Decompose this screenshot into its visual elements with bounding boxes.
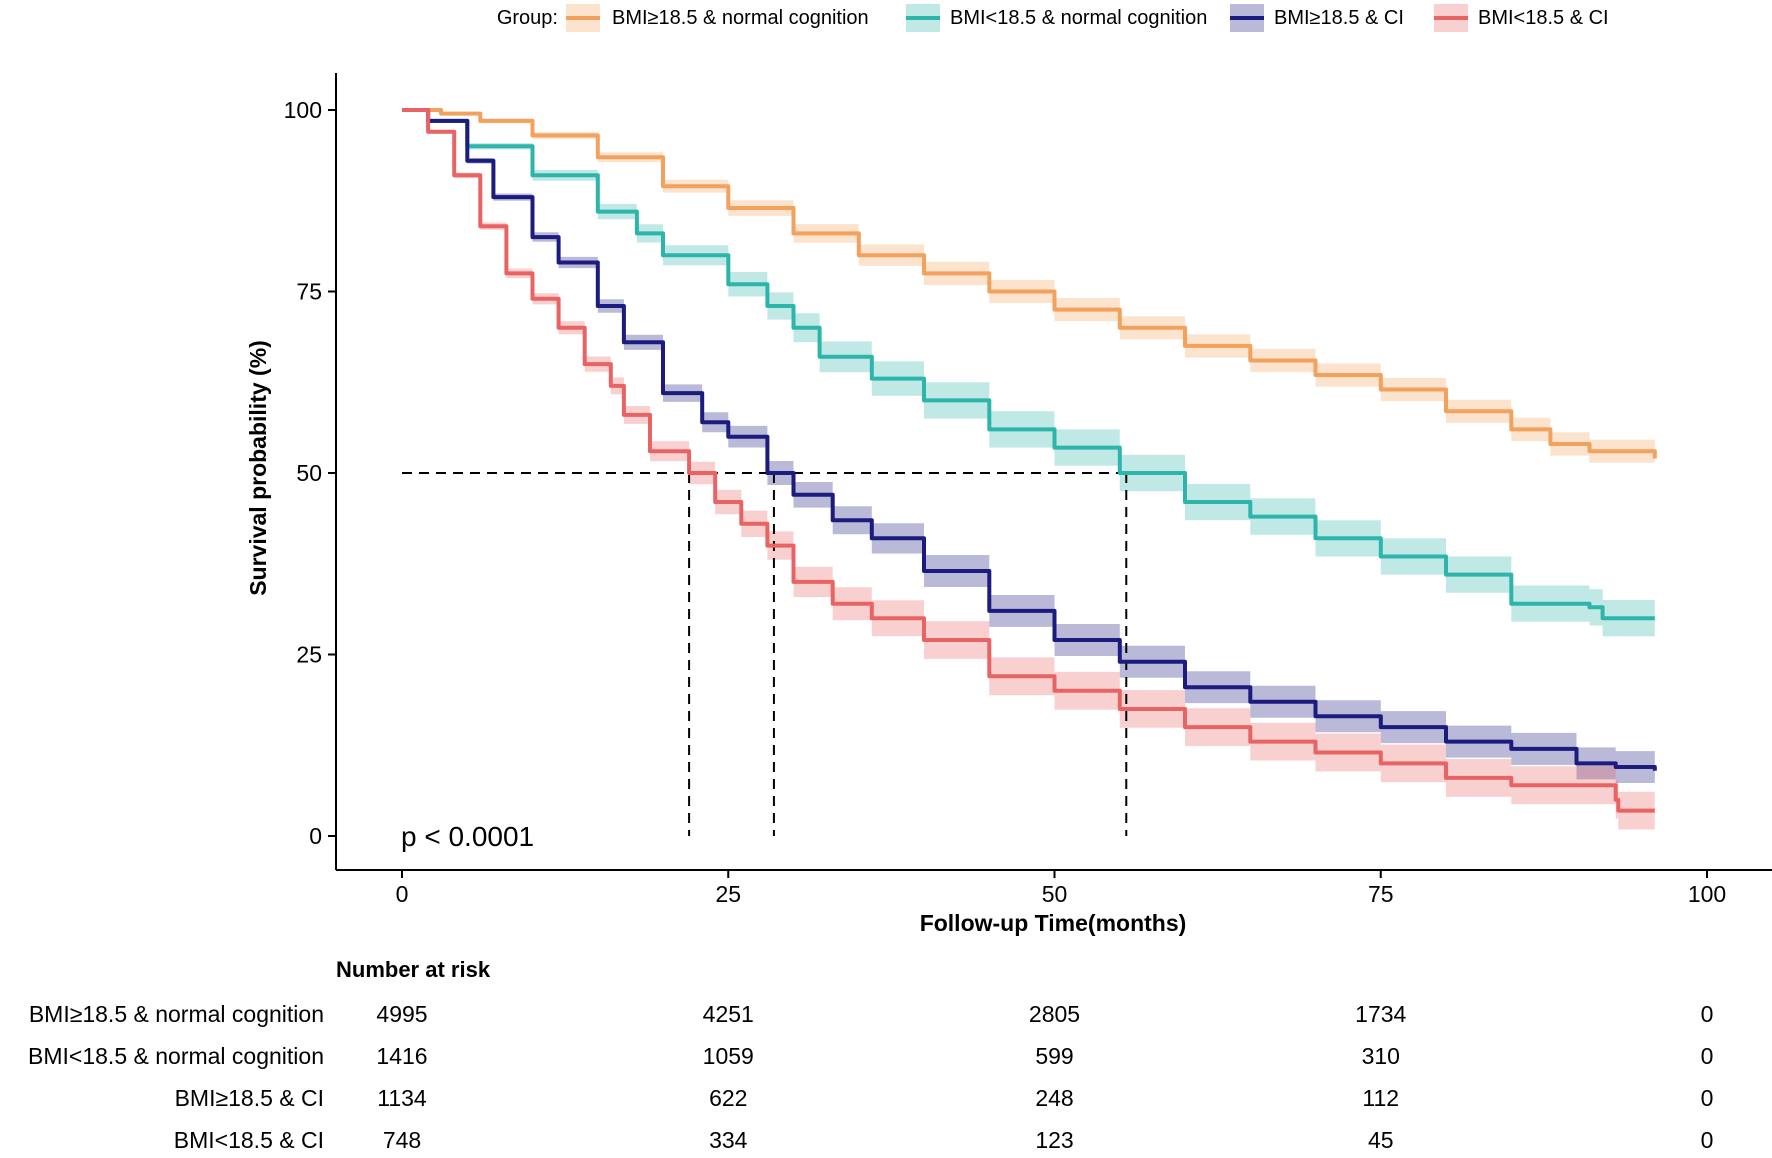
- legend-label-bmi-normal-normalcog: BMI≥18.5 & normal cognition: [612, 7, 869, 29]
- survival-curves: [402, 108, 1657, 813]
- risk-row-label: BMI<18.5 & normal cognition: [28, 1043, 324, 1069]
- x-tick-label: 75: [1368, 881, 1394, 907]
- risk-count: 2805: [1029, 1001, 1080, 1027]
- legend-item-bmi-low-ci: BMI<18.5 & CI: [1434, 4, 1609, 32]
- risk-count: 622: [709, 1085, 747, 1111]
- risk-count: 599: [1035, 1043, 1073, 1069]
- risk-count: 123: [1035, 1127, 1073, 1153]
- median-reference-lines: [402, 472, 1128, 836]
- risk-count: 0: [1701, 1127, 1714, 1153]
- risk-count: 248: [1035, 1085, 1073, 1111]
- x-tick-label: 100: [1688, 881, 1726, 907]
- risk-table-rows: BMI≥18.5 & normal cognition 4995 4251 2805 1…: [28, 1001, 1713, 1153]
- risk-count: 310: [1362, 1043, 1400, 1069]
- risk-count: 748: [383, 1127, 421, 1153]
- survival-curve-bmi-low-normalcog: [402, 108, 1655, 621]
- risk-count: 1734: [1355, 1001, 1406, 1027]
- y-tick-label: 0: [309, 823, 322, 849]
- y-tick-label: 75: [296, 279, 322, 305]
- risk-count: 45: [1368, 1127, 1394, 1153]
- risk-count: 4251: [703, 1001, 754, 1027]
- y-tick-label: 25: [296, 642, 322, 668]
- risk-table-title: Number at risk: [336, 957, 491, 982]
- ci-band-bmi-low-ci: [402, 110, 1655, 830]
- confidence-bands: [402, 110, 1655, 830]
- x-axis-title: Follow-up Time(months): [920, 910, 1187, 936]
- risk-table: Number at risk BMI≥18.5 & normal cogniti…: [28, 957, 1713, 1153]
- legend: Group: BMI≥18.5 & normal cognition BMI<1…: [497, 4, 1609, 32]
- x-tick-label: 50: [1042, 881, 1068, 907]
- legend-label-bmi-low-normalcog: BMI<18.5 & normal cognition: [950, 7, 1207, 29]
- legend-label-bmi-low-ci: BMI<18.5 & CI: [1478, 7, 1609, 29]
- risk-count: 1059: [703, 1043, 754, 1069]
- risk-row-bmi-normal-ci: BMI≥18.5 & CI 1134 622 248 112 0: [175, 1085, 1714, 1111]
- y-tick-label: 100: [284, 97, 322, 123]
- legend-item-bmi-normal-ci: BMI≥18.5 & CI: [1230, 4, 1404, 32]
- legend-title: Group:: [497, 7, 558, 29]
- risk-row-label: BMI≥18.5 & CI: [175, 1085, 324, 1111]
- y-axis-title: Survival probability (%): [245, 340, 271, 596]
- risk-count: 0: [1701, 1001, 1714, 1027]
- risk-row-label: BMI<18.5 & CI: [174, 1127, 324, 1153]
- risk-count: 1134: [377, 1085, 427, 1111]
- legend-item-bmi-normal-normalcog: BMI≥18.5 & normal cognition: [566, 4, 869, 32]
- x-axis-ticks: 0 25 50 75 100: [396, 870, 1726, 907]
- y-tick-label: 50: [296, 460, 322, 486]
- survival-curve-bmi-low-ci: [402, 108, 1655, 813]
- survival-curve-bmi-normal-ci: [402, 108, 1657, 771]
- risk-row-label: BMI≥18.5 & normal cognition: [29, 1001, 324, 1027]
- risk-count: 0: [1701, 1043, 1714, 1069]
- risk-count: 4995: [376, 1001, 427, 1027]
- risk-row-bmi-low-ci: BMI<18.5 & CI 748 334 123 45 0: [174, 1127, 1714, 1153]
- survival-curve-bmi-normal-normalcog: [402, 108, 1657, 459]
- risk-count: 334: [709, 1127, 748, 1153]
- legend-label-bmi-normal-ci: BMI≥18.5 & CI: [1274, 7, 1404, 29]
- risk-count: 1416: [376, 1043, 427, 1069]
- risk-count: 0: [1701, 1085, 1714, 1111]
- risk-count: 112: [1362, 1085, 1399, 1111]
- ci-band-bmi-low-normalcog: [402, 110, 1655, 637]
- y-axis-ticks: 0 25 50 75 100: [284, 97, 336, 849]
- p-value-annotation: p < 0.0001: [401, 821, 534, 852]
- risk-row-bmi-normal-normalcog: BMI≥18.5 & normal cognition 4995 4251 2805 1…: [29, 1001, 1714, 1027]
- risk-row-bmi-low-normalcog: BMI<18.5 & normal cognition 1416 1059 599 31…: [28, 1043, 1713, 1069]
- legend-item-bmi-low-normalcog: BMI<18.5 & normal cognition: [906, 4, 1207, 32]
- x-tick-label: 0: [396, 881, 409, 907]
- x-tick-label: 25: [715, 881, 741, 907]
